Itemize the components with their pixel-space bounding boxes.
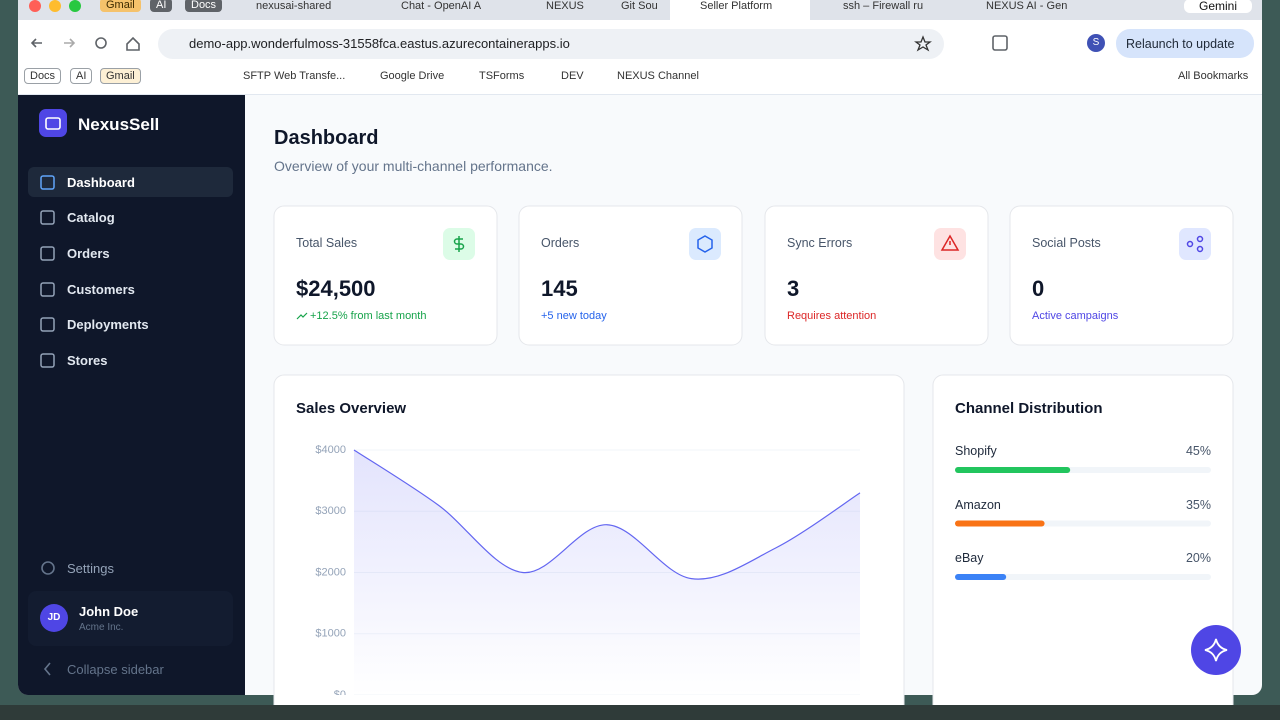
- bookmark-group[interactable]: Gmail: [100, 68, 141, 84]
- bookmark-group[interactable]: AI: [70, 68, 93, 84]
- page-subtitle: Overview of your multi-channel performan…: [274, 158, 553, 174]
- card-note: +5 new today: [541, 310, 607, 322]
- nav-icon: [40, 282, 55, 297]
- all-bookmarks[interactable]: All Bookmarks: [1178, 70, 1249, 82]
- chart-title: Sales Overview: [296, 400, 407, 417]
- nav-item[interactable]: Catalog: [67, 210, 115, 225]
- card-value: 0: [1032, 276, 1045, 301]
- tab[interactable]: Seller Platform: [700, 0, 773, 12]
- chart-title: Channel Distribution: [955, 400, 1103, 417]
- profile[interactable]: S: [1092, 37, 1100, 48]
- card-label: Total Sales: [296, 236, 358, 250]
- sales-line: [353, 449, 861, 580]
- address-bar[interactable]: [158, 29, 944, 59]
- gemini-button[interactable]: Gemini: [1184, 0, 1252, 13]
- bookmark[interactable]: DEV: [561, 70, 584, 82]
- bar: [955, 574, 1007, 580]
- bar: [955, 520, 1045, 527]
- tab-group[interactable]: AI: [150, 0, 173, 12]
- brand: NexusSell: [78, 115, 160, 134]
- tab[interactable]: NEXUS AI - Gen: [986, 0, 1068, 12]
- tab-group[interactable]: Docs: [185, 0, 223, 12]
- bookmark[interactable]: SFTP Web Transfe...: [243, 70, 346, 82]
- card-value: 145: [541, 276, 578, 301]
- y-tick-label: $1000: [315, 628, 346, 640]
- card-value: 3: [787, 276, 800, 301]
- nav-icon: [40, 317, 55, 332]
- channel-name: Shopify: [955, 444, 997, 458]
- nav-item[interactable]: Customers: [67, 282, 135, 297]
- settings[interactable]: Settings: [67, 561, 114, 576]
- tab[interactable]: Chat - OpenAI A: [401, 0, 482, 12]
- page-title: Dashboard: [274, 127, 379, 149]
- card-note: Requires attention: [787, 310, 877, 322]
- channel-percent: 35%: [1185, 497, 1211, 512]
- bookmark[interactable]: NEXUS Channel: [617, 70, 699, 82]
- card-note: +12.5% from last month: [310, 310, 427, 322]
- nav-item[interactable]: Stores: [67, 353, 108, 368]
- card-label: Social Posts: [1032, 236, 1101, 250]
- nav-item[interactable]: Orders: [67, 246, 110, 261]
- y-tick-label: $3000: [315, 505, 346, 517]
- user-org: Acme Inc.: [79, 622, 124, 633]
- url[interactable]: demo-app.wonderfulmoss-31558fca.eastus.a…: [189, 36, 570, 51]
- avatar: JD: [47, 612, 61, 623]
- bookmark[interactable]: TSForms: [479, 70, 525, 82]
- bookmark-group[interactable]: Docs: [24, 68, 62, 84]
- card-label: Sync Errors: [787, 236, 853, 250]
- nav-item[interactable]: Dashboard: [67, 175, 135, 190]
- channel-percent: 20%: [1185, 551, 1211, 565]
- tab[interactable]: nexusai-shared: [256, 0, 332, 12]
- tab[interactable]: ssh – Firewall ru: [843, 0, 924, 12]
- sales-area: [354, 450, 860, 695]
- assistant-button[interactable]: [1191, 625, 1241, 675]
- tab-group[interactable]: Gmail: [100, 0, 141, 12]
- channel-name: eBay: [955, 551, 984, 565]
- relaunch-button[interactable]: Relaunch to update: [1126, 37, 1235, 51]
- channel-name: Amazon: [955, 497, 1001, 512]
- tab[interactable]: NEXUS: [546, 0, 584, 12]
- nav-icon: [40, 246, 55, 261]
- bar: [955, 467, 1071, 473]
- nav-icon: [40, 210, 55, 225]
- nav-item[interactable]: Deployments: [67, 317, 149, 332]
- card-value: $24,500: [296, 276, 376, 301]
- collapse-sidebar[interactable]: Collapse sidebar: [67, 662, 164, 677]
- tab-strip: [18, 0, 1262, 20]
- tab[interactable]: Git Sou: [621, 0, 658, 12]
- card-note: Active campaigns: [1032, 310, 1119, 322]
- bookmark[interactable]: Google Drive: [380, 70, 445, 82]
- active-tab[interactable]: [670, 0, 810, 20]
- card-label: Orders: [541, 236, 580, 250]
- bar-track: [955, 574, 1211, 580]
- sales-chart: $0 $1000 $2000 $3000 $4000: [315, 444, 861, 695]
- y-tick-label: $2000: [315, 566, 346, 578]
- y-tick-label: $0: [334, 689, 346, 695]
- channel-percent: 45%: [1185, 444, 1211, 458]
- nav-icon: [40, 353, 55, 368]
- user-name: John Doe: [79, 604, 139, 619]
- y-tick-label: $4000: [315, 444, 346, 456]
- nav-icon: [40, 175, 55, 190]
